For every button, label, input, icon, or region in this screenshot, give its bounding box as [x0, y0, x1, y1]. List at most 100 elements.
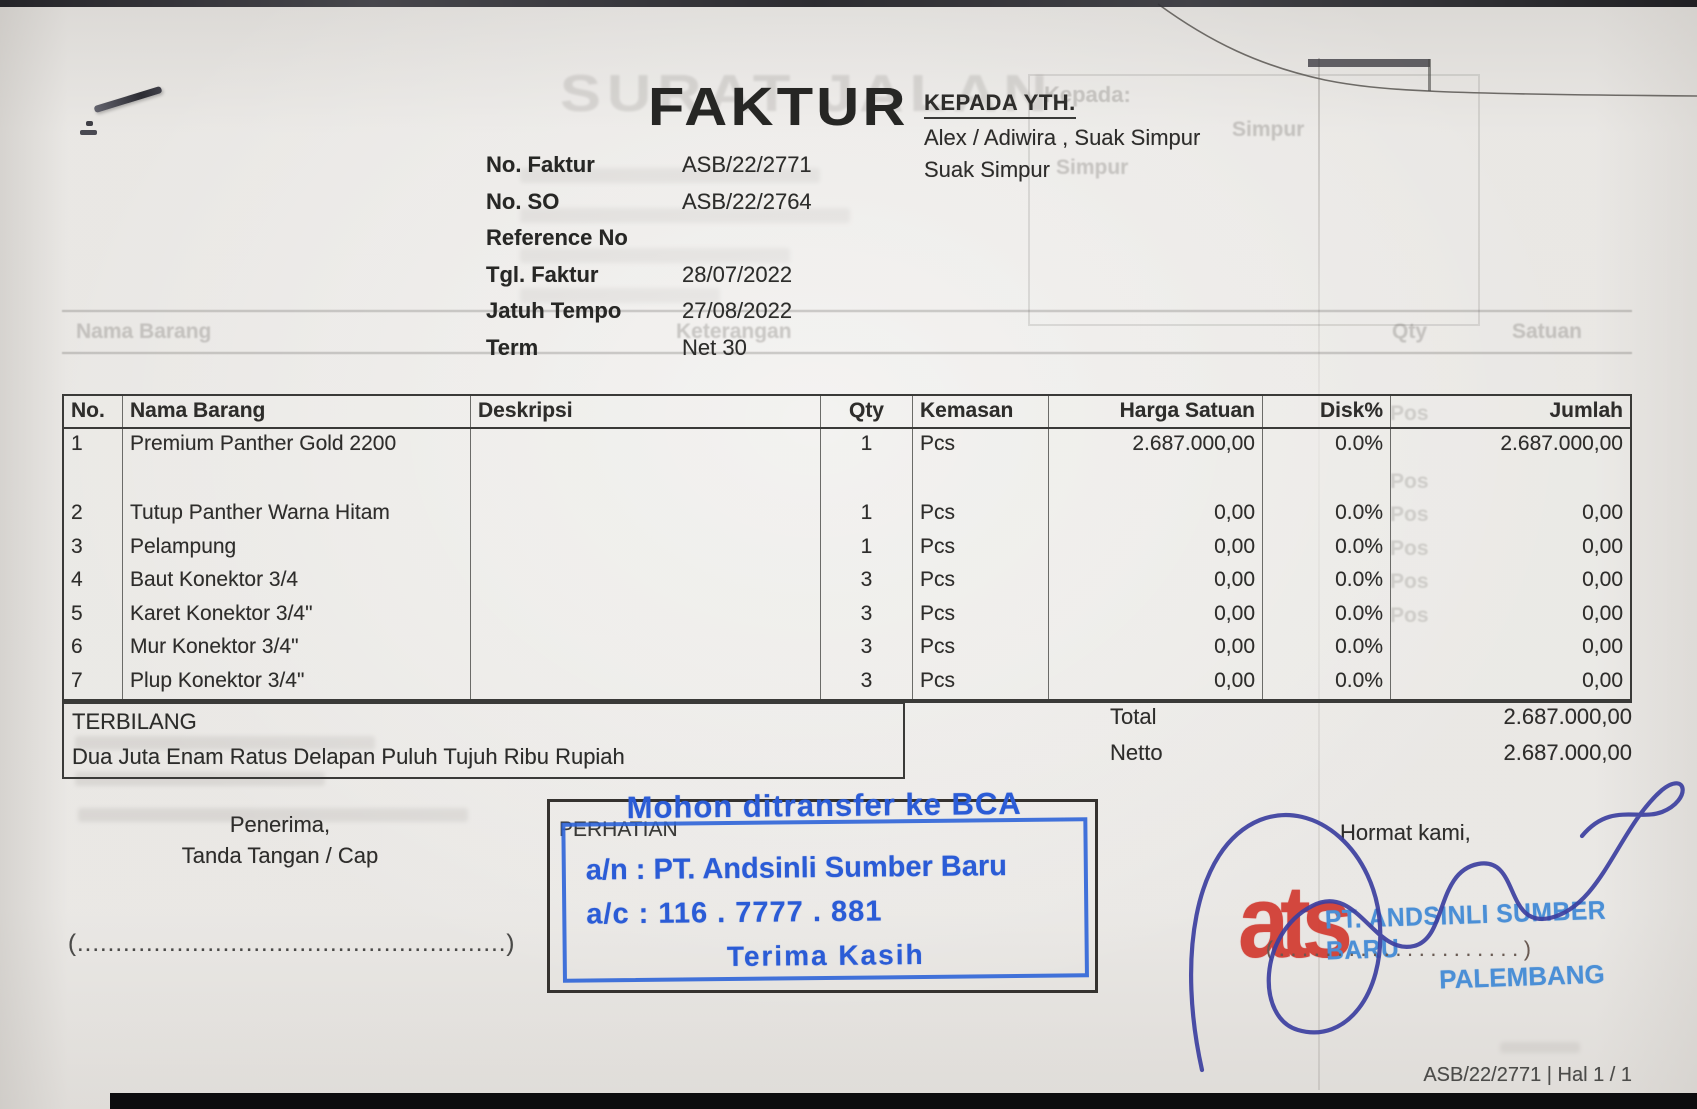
company-logo-stamp: ats	[1238, 865, 1353, 980]
cell-qty: 1	[821, 531, 913, 565]
ghost-pos-mark: Pos	[1390, 570, 1429, 593]
cell-no: 3	[64, 531, 123, 565]
stamp-line-title: Mohon ditransfer ke BCA	[626, 785, 1022, 826]
staple-mark	[86, 121, 93, 126]
cell-qty: 1	[821, 429, 913, 498]
ghost-kepada-box: Kepada:	[1028, 74, 1480, 326]
ghost-pos-mark: Pos	[1390, 470, 1429, 493]
meta-value: 28/07/2022	[682, 261, 793, 287]
attention-box: PERHATIAN	[547, 799, 1098, 993]
header-unit: Kemasan	[913, 396, 1049, 427]
receiver-signature-block: Penerima, Tanda Tangan / Cap	[140, 812, 420, 874]
cell-desc	[471, 565, 821, 599]
meta-row: Jatuh Tempo 27/08/2022	[486, 298, 946, 335]
meta-row: No. SO ASB/22/2764	[486, 189, 946, 226]
header-desc: Deskripsi	[471, 396, 821, 427]
page-reference: ASB/22/2771 | Hal 1 / 1	[1423, 1064, 1632, 1086]
recipient-line: Suak Simpur	[924, 157, 1050, 182]
handwritten-signature	[1189, 781, 1685, 1073]
cell-name: Pelampung	[123, 531, 471, 565]
ghost-smudge	[78, 808, 468, 822]
total-row: Netto 2.687.000,00	[1110, 740, 1632, 776]
meta-label: Jatuh Tempo	[486, 298, 622, 323]
header-disc: Disk%	[1263, 396, 1391, 427]
ghost-pos-mark: Pos	[1390, 604, 1429, 627]
cell-desc	[471, 429, 821, 498]
stamp-line-account-number: a/c : 116 . 7777 . 881	[586, 895, 883, 931]
meta-row: No. Faktur ASB/22/2771	[486, 152, 946, 189]
cell-amount: 0,00	[1582, 635, 1623, 658]
cell-amount: 0,00	[1582, 534, 1623, 558]
attention-label: PERHATIAN	[559, 818, 678, 841]
cell-amount: 2.687.000,00	[1500, 432, 1623, 455]
cell-unit: Pcs	[913, 598, 1049, 632]
table-row: 3 Pelampung 1 Pcs 0,00 0.0% 0,00	[64, 531, 1630, 565]
ghost-smudge	[1500, 1042, 1580, 1053]
cell-price: 0,00	[1049, 531, 1263, 565]
folded-corner-line	[1157, 3, 1697, 97]
table-row: 2 Tutup Panther Warna Hitam 1 Pcs 0,00 0…	[64, 498, 1630, 532]
total-label: Total	[1110, 704, 1157, 729]
cell-name: Karet Konektor 3/4"	[123, 598, 471, 632]
ghost-smudge	[75, 772, 325, 786]
cell-qty: 3	[821, 665, 913, 699]
cell-unit: Pcs	[913, 565, 1049, 599]
meta-value: 27/08/2022	[682, 298, 793, 323]
cell-qty: 3	[821, 565, 913, 599]
document-title: FAKTUR	[648, 77, 909, 137]
header-qty: Qty	[821, 396, 913, 427]
items-table-body: 1 Premium Panther Gold 2200 1 Pcs 2.687.…	[64, 429, 1630, 699]
table-row: 6 Mur Konektor 3/4" 3 Pcs 0,00 0.0% 0,00	[64, 632, 1630, 666]
cell-disc: 0.0%	[1263, 598, 1391, 632]
total-row: Total 2.687.000,00	[1110, 704, 1632, 740]
cell-qty: 1	[821, 498, 913, 532]
meta-label: Term	[486, 334, 539, 360]
ghost-pos-mark: Pos	[1390, 402, 1429, 425]
cell-no: 1	[64, 429, 123, 498]
cell-no: 2	[64, 498, 123, 532]
meta-value: ASB/22/2764	[682, 188, 812, 214]
paper-crease	[1318, 58, 1320, 1090]
invoice-meta: No. Faktur ASB/22/2771 No. SO ASB/22/276…	[486, 152, 946, 371]
ghost-back-page-title: SURAT JALAN	[560, 65, 1054, 123]
cell-disc: 0.0%	[1263, 498, 1391, 532]
table-row: 7 Plup Konektor 3/4" 3 Pcs 0,00 0.0% 0,0…	[64, 665, 1630, 699]
cell-price: 0,00	[1049, 598, 1263, 632]
total-label: Netto	[1110, 740, 1163, 765]
items-table: No. Nama Barang Deskripsi Qty Kemasan Ha…	[62, 394, 1632, 703]
cell-name: Mur Konektor 3/4"	[123, 632, 471, 666]
cell-name: Tutup Panther Warna Hitam	[123, 498, 471, 532]
staple-mark	[80, 130, 97, 135]
cell-amount: 0,00	[1582, 568, 1623, 591]
ghost-pos-mark: Pos	[1390, 503, 1429, 526]
meta-value: ASB/22/2771	[682, 152, 812, 177]
cell-disc: 0.0%	[1263, 665, 1391, 699]
cell-desc	[471, 531, 821, 565]
recipient-heading: KEPADA YTH.	[924, 90, 1076, 119]
ghost-smudge	[520, 288, 720, 303]
ghost-word: Simpur	[1232, 118, 1305, 141]
terbilang-text: Dua Juta Enam Ratus Delapan Puluh Tujuh …	[72, 744, 625, 769]
stamp-line-account-name: a/n : PT. Andsinli Sumber Baru	[585, 850, 1008, 887]
total-value: 2.687.000,00	[1503, 704, 1632, 729]
ghost-kepada-label: Kepada:	[1044, 82, 1131, 107]
ghost-word: Simpur	[1056, 156, 1129, 179]
cell-unit: Pcs	[913, 665, 1049, 699]
cell-unit: Pcs	[913, 498, 1049, 532]
meta-row: Tgl. Faktur 28/07/2022	[486, 262, 946, 299]
cell-desc	[471, 632, 821, 666]
ghost-smudge	[75, 736, 375, 750]
ghost-header-nama-barang: Nama Barang	[76, 320, 212, 343]
meta-label: Tgl. Faktur	[486, 261, 599, 287]
bank-transfer-stamp: Mohon ditransfer ke BCA a/n : PT. Andsin…	[557, 783, 1093, 989]
cell-no: 6	[64, 632, 123, 666]
table-row: 4 Baut Konektor 3/4 3 Pcs 0,00 0.0% 0,00	[64, 565, 1630, 599]
cell-unit: Pcs	[913, 429, 1049, 498]
cell-price: 2.687.000,00	[1049, 429, 1263, 498]
cell-desc	[471, 498, 821, 532]
cell-price: 0,00	[1049, 632, 1263, 666]
ghost-smudge	[520, 248, 790, 263]
cell-price: 0,00	[1049, 665, 1263, 699]
cell-no: 5	[64, 598, 123, 632]
cell-name: Plup Konektor 3/4"	[123, 665, 471, 699]
